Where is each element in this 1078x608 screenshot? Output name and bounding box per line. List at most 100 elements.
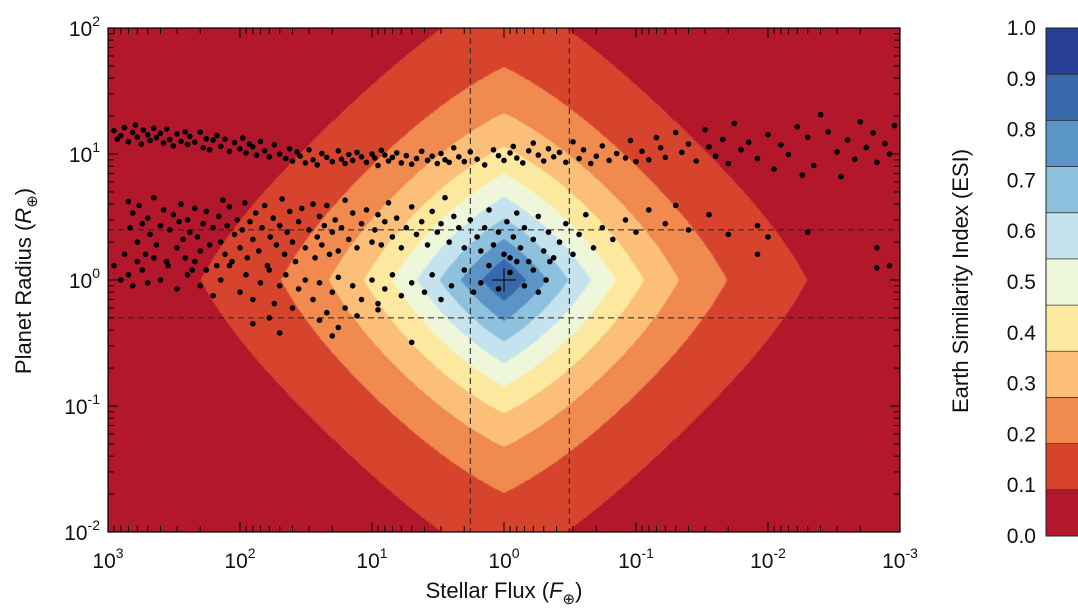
planet-point xyxy=(627,137,634,144)
planet-point xyxy=(329,158,336,165)
planet-point xyxy=(189,267,196,273)
planet-point xyxy=(118,132,124,139)
planet-point xyxy=(556,239,563,245)
planet-point xyxy=(316,213,323,220)
colorbar-tick-label: 0.1 xyxy=(1007,474,1036,497)
planet-point xyxy=(771,166,777,172)
planet-point xyxy=(139,220,146,227)
planet-point xyxy=(182,129,188,135)
planet-point xyxy=(545,146,552,152)
planet-point xyxy=(408,161,415,167)
planet-point xyxy=(354,149,360,156)
planet-point xyxy=(214,262,220,269)
planet-point xyxy=(599,143,606,149)
planet-point xyxy=(329,333,336,339)
planet-point xyxy=(474,156,480,162)
planet-point xyxy=(214,132,220,139)
x-tick-label: 10-3 xyxy=(882,545,918,573)
planet-point xyxy=(184,217,191,223)
planet-point xyxy=(535,289,542,296)
colorbar-tick-label: 0.0 xyxy=(1007,525,1036,548)
planet-point xyxy=(545,229,552,235)
planet-point xyxy=(125,198,132,205)
planet-point xyxy=(250,296,256,303)
planet-point xyxy=(129,283,136,289)
planet-point xyxy=(332,217,339,223)
planet-point xyxy=(237,289,243,296)
planet-point xyxy=(738,147,744,153)
planet-point xyxy=(292,258,299,265)
colorbar-tick-label: 0.3 xyxy=(1007,373,1036,396)
planet-point xyxy=(121,251,128,258)
planet-point xyxy=(324,202,330,209)
planet-point xyxy=(335,248,342,254)
planet-point xyxy=(446,239,453,245)
colorbar-segment xyxy=(1046,74,1078,121)
planet-point xyxy=(140,127,147,133)
planet-point xyxy=(170,211,177,218)
planet-point xyxy=(588,160,594,167)
planet-point xyxy=(408,280,415,286)
planet-point xyxy=(267,234,274,240)
planet-point xyxy=(316,280,323,286)
planet-point xyxy=(706,211,712,218)
planet-point xyxy=(266,154,273,160)
planet-point xyxy=(206,242,213,248)
planet-point xyxy=(550,254,557,261)
planet-point xyxy=(576,231,582,238)
y-tick-labels: 102 101 100 10-1 10-2 xyxy=(64,13,100,545)
planet-point xyxy=(501,251,507,258)
planet-point xyxy=(389,272,396,278)
planet-point xyxy=(210,292,216,299)
x-axis-title: Stellar Flux (F⊕) xyxy=(426,578,583,608)
planet-point xyxy=(210,137,216,143)
planet-point xyxy=(372,155,378,161)
planet-point xyxy=(507,150,513,156)
planet-point xyxy=(501,157,507,164)
planet-point xyxy=(520,160,526,166)
planet-point xyxy=(206,147,213,153)
planet-point xyxy=(136,202,142,209)
planet-point xyxy=(754,155,761,162)
planet-point xyxy=(215,213,222,220)
colorbar-segment xyxy=(1046,28,1078,75)
planet-point xyxy=(255,248,262,254)
planet-point xyxy=(257,138,264,145)
planet-point xyxy=(622,217,629,223)
planet-point xyxy=(547,258,553,265)
planet-point xyxy=(375,162,381,169)
planet-point xyxy=(203,136,210,142)
planet-point xyxy=(160,207,167,213)
planet-point xyxy=(633,158,639,165)
planet-point xyxy=(134,258,141,265)
planet-point xyxy=(192,258,198,265)
planet-point xyxy=(217,277,224,283)
x-tick-label: 101 xyxy=(356,545,387,573)
planet-point xyxy=(442,194,448,201)
colorbar-tick-label: 0.2 xyxy=(1007,423,1036,446)
planet-point xyxy=(521,224,528,231)
planet-point xyxy=(276,151,283,157)
planet-point xyxy=(857,119,864,125)
planet-point xyxy=(139,267,146,273)
planet-point xyxy=(495,286,502,292)
planet-point xyxy=(785,151,792,158)
planet-point xyxy=(174,286,180,292)
planet-point xyxy=(111,127,117,134)
planet-point xyxy=(421,289,428,296)
planet-point xyxy=(693,158,699,164)
planet-point xyxy=(490,147,497,153)
planet-point xyxy=(765,234,771,240)
colorbar-tick-label: 0.9 xyxy=(1007,68,1036,91)
colorbar-segment xyxy=(1046,305,1078,352)
planet-point xyxy=(200,220,206,227)
planet-point xyxy=(289,305,296,311)
planet-point xyxy=(302,245,309,251)
planet-point xyxy=(451,213,457,220)
planet-point xyxy=(418,218,425,225)
planet-point xyxy=(264,262,271,269)
colorbar-segment xyxy=(1046,351,1078,398)
planet-point xyxy=(297,153,304,159)
planet-point xyxy=(273,242,280,248)
planet-point xyxy=(289,239,296,245)
